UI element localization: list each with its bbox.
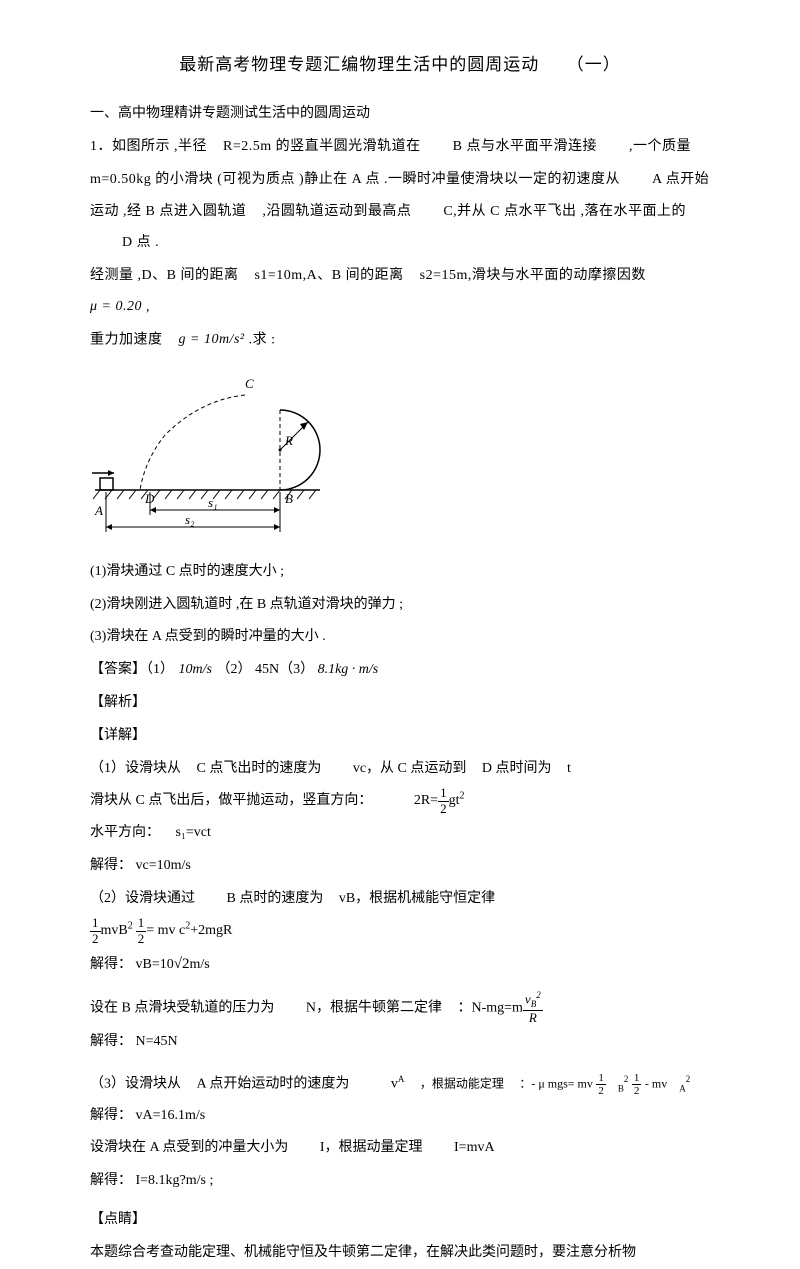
text: 水平方向： [90, 825, 160, 840]
mu-formula: μ = 0.20 [90, 292, 142, 323]
text: C,并从 C 点水平飞出 ,落在水平面上的 [443, 204, 686, 219]
text: m/s [189, 957, 209, 972]
text: - mv [645, 1077, 667, 1091]
text: （1）设滑块从 [90, 761, 181, 776]
tip-text: 本题综合考查动能定理、机械能守恒及牛顿第二定律，在解决此类问题时，要注意分析物 [90, 1238, 710, 1269]
detail-label: 【详解】 [90, 721, 710, 752]
text: 解得： [90, 957, 132, 972]
text: （2）设滑块通过 [90, 891, 195, 906]
text: vB，根据机械能守恒定律 [339, 891, 495, 906]
text: mvB [101, 923, 128, 938]
text: 运动 ,经 B 点进入圆轨道 [90, 204, 246, 219]
text: 设在 B 点滑块受轨道的压力为 [90, 1000, 274, 1015]
text: 解得： [90, 1108, 132, 1123]
text: 2R= [414, 793, 438, 808]
text: D 点 . [122, 235, 159, 250]
ans-1: 10m/s [178, 661, 213, 678]
part3-line1: （3）设滑块从 A 点开始运动时的速度为 vA ，根据动能定理 ：- μ mgs… [90, 1070, 710, 1099]
text: C 点飞出时的速度为 [197, 761, 322, 776]
sub-q1: (1)滑块通过 C 点时的速度大小 ; [90, 557, 710, 588]
text: 经测量 ,D、B 间的距离 [90, 268, 238, 283]
text: I，根据动量定理 [320, 1140, 423, 1155]
sub-q3: (3)滑块在 A 点受到的瞬时冲量的大小 . [90, 622, 710, 653]
ans-2: （2） 45N（3） [216, 662, 314, 677]
part1-line1: （1）设滑块从 C 点飞出时的速度为 vc，从 C 点运动到 D 点时间为 t [90, 754, 710, 785]
text: +2mgR [190, 923, 232, 938]
text: vc=10m/s [136, 858, 191, 873]
text: ，根据动能定理 [420, 1077, 504, 1091]
part2-line4: 设在 B 点滑块受轨道的压力为 N，根据牛顿第二定律 ：N-mg=mvB2R [90, 991, 710, 1025]
label-s2: s₂ [185, 512, 195, 527]
g-formula: g = 10m/s² [179, 325, 245, 356]
label-B: B [285, 491, 293, 506]
text: vc，从 C 点运动到 [353, 761, 467, 776]
label-s1: s₁ [208, 495, 218, 510]
ans-3: 8.1kg · m/s [318, 662, 379, 677]
text: 解得： [90, 1173, 132, 1188]
text: s2=15m,滑块与水平面的动摩擦因数 [420, 268, 646, 283]
sub-q2: (2)滑块刚进入圆轨道时 ,在 B 点轨道对滑块的弹力 ; [90, 590, 710, 621]
text: vB=10 [136, 957, 174, 972]
page-title: 最新高考物理专题汇编物理生活中的圆周运动 （一） [90, 50, 710, 81]
part2-eq: 12mvB212= mv c2+2mgR [90, 916, 710, 946]
text: N，根据牛顿第二定律 [306, 1000, 442, 1015]
text: 解得： [90, 1034, 132, 1049]
physics-diagram: R C B D A s₁ s₂ [90, 365, 710, 549]
part2-line1: （2）设滑块通过 B 点时的速度为 vB，根据机械能守恒定律 [90, 884, 710, 915]
text: 设滑块在 A 点受到的冲量大小为 [90, 1140, 288, 1155]
question-1-line-3: 运动 ,经 B 点进入圆轨道 ,沿圆轨道运动到最高点 C,并从 C 点水平飞出 … [90, 197, 710, 259]
part3-line2: 解得： vA=16.1m/s [90, 1101, 710, 1132]
text: , [146, 299, 150, 314]
text: t [567, 761, 571, 776]
label-C: C [245, 376, 254, 391]
text: 重力加速度 [90, 333, 163, 348]
text: 解得： [90, 858, 132, 873]
part1-line4: 解得： vc=10m/s [90, 851, 710, 882]
section-heading: 一、高中物理精讲专题测试生活中的圆周运动 [90, 101, 710, 126]
part3-line3: 设滑块在 A 点受到的冲量大小为 I，根据动量定理 I=mvA [90, 1133, 710, 1164]
part2-line3: 解得： vB=10√2m/s [90, 948, 710, 981]
text: B 点与水平面平滑连接 [453, 139, 597, 154]
text: ：- μ mgs= mv [519, 1077, 593, 1091]
part2-line5: 解得： N=45N [90, 1027, 710, 1058]
text: D 点时间为 [482, 761, 552, 776]
text: N=45N [136, 1034, 178, 1049]
question-1-line-4: 经测量 ,D、B 间的距离 s1=10m,A、B 间的距离 s2=15m,滑块与… [90, 261, 710, 323]
text: m=0.50kg 的小滑块 (可视为质点 )静止在 A 点 .一瞬时冲量使滑块以… [90, 172, 620, 187]
question-1-line-2: m=0.50kg 的小滑块 (可视为质点 )静止在 A 点 .一瞬时冲量使滑块以… [90, 165, 710, 196]
label-R: R [284, 433, 293, 448]
text: ：N-mg=m [457, 1000, 522, 1015]
text: R=2.5m 的竖直半圆光滑轨道在 [223, 139, 421, 154]
text: = mv c [146, 923, 185, 938]
text: v [391, 1077, 398, 1092]
text: ,一个质量 [629, 139, 691, 154]
part3-line4: 解得： I=8.1kg?m/s ; [90, 1166, 710, 1197]
text: ,沿圆轨道运动到最高点 [262, 204, 411, 219]
text: vA=16.1m/s [136, 1108, 206, 1123]
text: B 点时的速度为 [227, 891, 324, 906]
part1-line3: 水平方向： s₁=vct [90, 818, 710, 849]
text: （3）设滑块从 [90, 1077, 181, 1092]
tip-label: 【点睛】 [90, 1205, 710, 1236]
label-A: A [94, 503, 103, 518]
analysis-label: 【解析】 [90, 688, 710, 719]
text: I=8.1kg?m/s ; [136, 1173, 214, 1188]
text: A 点开始 [652, 172, 709, 187]
ans-label: 【答案】（1） [90, 662, 174, 677]
text: s1=10m,A、B 间的距离 [254, 268, 403, 283]
question-1-line-1: 1．如图所示 ,半径 R=2.5m 的竖直半圆光滑轨道在 B 点与水平面平滑连接… [90, 132, 710, 163]
text: 滑块从 C 点飞出后，做平抛运动，竖直方向： [90, 793, 372, 808]
answer-line: 【答案】（1） 10m/s （2） 45N（3） 8.1kg · m/s [90, 655, 710, 686]
part1-line2: 滑块从 C 点飞出后，做平抛运动，竖直方向： 2R=12gt2 [90, 786, 710, 816]
text: .求 : [249, 333, 276, 348]
text: s₁=vct [176, 825, 211, 840]
text: gt [449, 793, 460, 808]
question-1-line-5: 重力加速度 g = 10m/s² .求 : [90, 325, 710, 356]
text: A 点开始运动时的速度为 [197, 1077, 350, 1092]
text: I=mvA [454, 1140, 495, 1155]
text: 1．如图所示 ,半径 [90, 139, 207, 154]
